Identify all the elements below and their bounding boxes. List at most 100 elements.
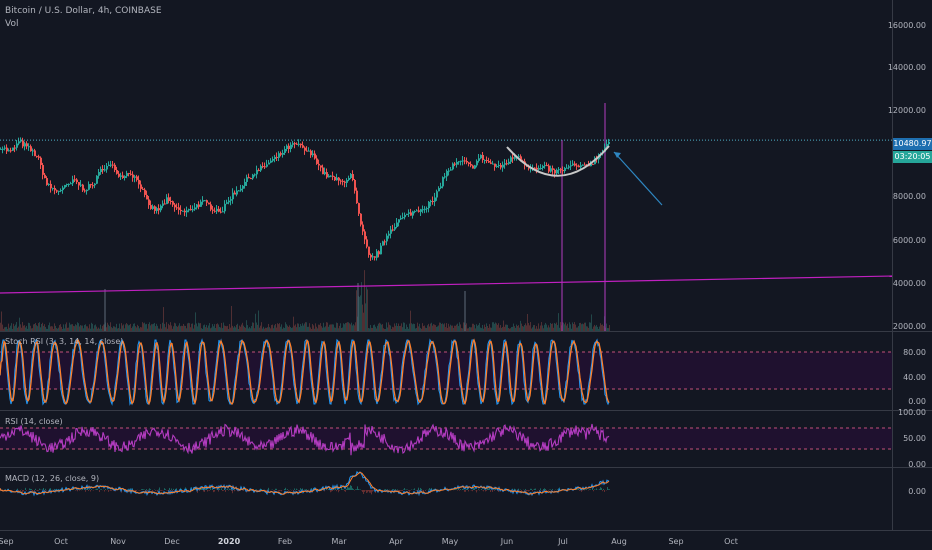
macd-histogram-bar [324, 490, 325, 492]
volume-bar [248, 328, 249, 331]
arrow-head [614, 152, 621, 158]
candle-body [96, 175, 98, 184]
macd-histogram-bar [393, 489, 394, 490]
macd-histogram-bar [167, 490, 168, 491]
volume-bar [72, 324, 73, 331]
volume-bar [372, 327, 373, 331]
candle-body [14, 147, 16, 149]
volume-bar [317, 328, 318, 331]
volume-bar [450, 324, 451, 331]
macd-histogram-bar [498, 490, 499, 492]
volume-bar [28, 322, 29, 331]
candle-body [386, 235, 388, 242]
volume-bar [138, 326, 139, 331]
macd-histogram-bar [212, 488, 213, 490]
rsi-pane[interactable] [0, 423, 892, 456]
candle-body [86, 189, 88, 192]
candle-body [466, 161, 468, 163]
macd-histogram-bar [368, 490, 369, 492]
candle-body [566, 167, 568, 169]
volume-bar [151, 324, 152, 331]
volume-bar [590, 322, 591, 331]
macd-histogram-bar [202, 488, 203, 490]
macd-histogram-bar [365, 490, 366, 491]
volume-bar [52, 326, 53, 331]
macd-histogram-bar [20, 490, 21, 491]
volume-bar [85, 324, 86, 331]
macd-histogram-bar [113, 490, 114, 491]
stoch-rsi-pane[interactable] [0, 338, 892, 406]
macd-histogram-bar [347, 486, 348, 490]
volume-bar [360, 295, 361, 331]
volume-bar [469, 326, 470, 331]
volume-bar [565, 322, 566, 331]
volume-bar [194, 324, 195, 331]
stoch-tick: 0.00 [908, 397, 926, 406]
candle-body [326, 172, 328, 178]
macd-histogram-bar [585, 489, 586, 490]
volume-bar [65, 324, 66, 331]
macd-pane[interactable] [0, 470, 610, 497]
volume-bar [155, 326, 156, 331]
macd-histogram-bar [397, 489, 398, 490]
candle-body [254, 174, 256, 176]
volume-bar [410, 310, 411, 331]
volume-bar [238, 328, 239, 331]
candle-body [434, 197, 436, 202]
volume-bar [493, 322, 494, 331]
candle-body [478, 158, 480, 161]
volume-bar [55, 325, 56, 331]
macd-histogram-bar [26, 490, 27, 491]
candle-body [538, 168, 540, 170]
volume-bar [131, 328, 132, 331]
candle-body [292, 143, 294, 145]
volume-bar [129, 324, 130, 331]
volume-bar [274, 325, 275, 331]
volume-bar [217, 323, 218, 331]
macd-histogram-bar [545, 488, 546, 490]
volume-bar [210, 328, 211, 331]
candle-body [360, 213, 362, 225]
candle-body [116, 170, 118, 174]
volume-bar [554, 322, 555, 331]
macd-histogram-bar [91, 489, 92, 490]
volume-bar [408, 328, 409, 331]
candle-body [194, 207, 196, 210]
candle-body [196, 204, 198, 208]
macd-legend: MACD (12, 26, close, 9) [5, 474, 100, 483]
volume-bar [125, 324, 126, 331]
volume-bar [195, 312, 196, 331]
macd-histogram-bar [344, 490, 345, 492]
volume-bar [49, 322, 50, 331]
volume-bar [326, 322, 327, 331]
volume-bar [4, 327, 5, 331]
candle-body [182, 210, 184, 212]
macd-histogram-bar [266, 490, 267, 492]
cup-curve [506, 145, 610, 177]
macd-histogram-bar [90, 490, 91, 492]
candle-body [150, 205, 152, 209]
volume-bar [0, 322, 1, 331]
volume-bar [595, 326, 596, 331]
stoch-band [0, 352, 892, 389]
volume-bar [165, 327, 166, 331]
price-pane[interactable] [0, 103, 893, 331]
price-tick: 14000.00 [887, 63, 926, 72]
volume-bar [199, 323, 200, 331]
volume-bar [314, 328, 315, 331]
volume-bar [27, 328, 28, 331]
candle-body [290, 144, 292, 150]
candle-body [238, 190, 240, 192]
volume-bar [315, 323, 316, 331]
macd-histogram-bar [226, 489, 227, 490]
rsi-legend: RSI (14, close) [5, 417, 63, 426]
volume-bar [409, 323, 410, 331]
macd-histogram-bar [204, 490, 205, 493]
volume-bar [295, 324, 296, 331]
candle-body [208, 202, 210, 205]
volume-bar [219, 326, 220, 331]
candle-body [54, 188, 56, 191]
macd-histogram-bar [115, 490, 116, 492]
macd-histogram-bar [231, 490, 232, 491]
